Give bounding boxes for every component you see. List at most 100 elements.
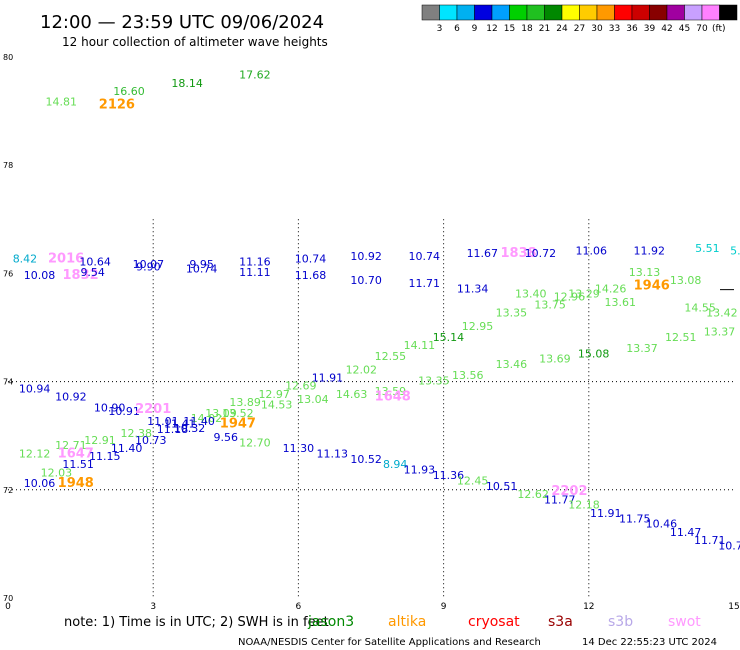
wave-height-label: 14.53 [261, 399, 293, 412]
y-tick-label: 76 [3, 269, 13, 278]
wave-height-label: 15.08 [578, 347, 610, 360]
y-tick-label: 78 [3, 161, 13, 170]
wave-height-label: 12.62 [517, 488, 549, 501]
time-label: 1946 [634, 279, 670, 294]
wave-height-label: 11.30 [283, 442, 315, 455]
time-label: 2126 [99, 97, 135, 112]
wave-height-label: 11.75 [619, 512, 651, 525]
wave-height-label: 11.51 [62, 458, 94, 471]
colorbar-label: 15 [504, 24, 515, 34]
y-tick-labels: 80 78 76 74 72 70 [3, 53, 13, 603]
colorbar-label: 30 [591, 24, 603, 34]
x-tick-label: 15 [728, 602, 739, 612]
wave-height-label: 10.74 [408, 250, 440, 263]
wave-height-label: 10.64 [79, 255, 111, 268]
y-tick-label: 70 [3, 594, 13, 603]
wave-height-label: 12.18 [568, 499, 600, 512]
wave-height-label: 13.37 [704, 326, 736, 339]
time-label: 1838 [501, 246, 537, 261]
colorbar-label: 42 [661, 24, 672, 34]
wave-height-label: 10.73 [135, 434, 167, 447]
wave-height-label: 12.70 [239, 437, 271, 450]
credit-text: NOAA/NESDIS Center for Satellite Applica… [238, 637, 541, 648]
wave-height-label: 18.14 [171, 77, 203, 90]
wave-height-label: 13.09 [205, 407, 237, 420]
legend-item-s3a: s3a [548, 614, 573, 630]
colorbar-swatch [526, 4, 545, 21]
wave-height-label: 8.94 [383, 458, 408, 471]
wave-height-label: 11.67 [467, 247, 499, 260]
wave-height-label: 10.52 [350, 453, 382, 466]
colorbar-unit: (ft) [712, 24, 726, 34]
wave-height-label: 9.56 [214, 431, 239, 444]
colorbar-label: 18 [521, 24, 533, 34]
wave-height-label: 11.92 [634, 244, 666, 257]
colorbar-label: 24 [556, 24, 568, 34]
wave-height-label: 11.71 [694, 534, 726, 547]
y-tick-label: 80 [3, 53, 13, 62]
colorbar-label: 12 [486, 24, 497, 34]
wave-height-label: 13.52 [222, 407, 254, 420]
wave-height-label: 13.29 [568, 288, 600, 301]
colorbar-swatch [666, 4, 685, 21]
legend-item-cryosat: cryosat [468, 614, 520, 630]
wave-height-label: 13.13 [629, 266, 661, 279]
wave-height-label: 11.34 [457, 282, 489, 295]
wave-height-label: 10.91 [108, 405, 140, 418]
colorbar-label: 39 [644, 24, 656, 34]
colorbar-label: 21 [539, 24, 550, 34]
wave-height-label: 15.14 [433, 331, 465, 344]
colorbar-swatch [684, 4, 703, 21]
wave-height-label: 10.51 [486, 480, 518, 493]
wave-height-label: 12.38 [121, 427, 153, 440]
colorbar-swatch [456, 4, 475, 21]
wave-height-label: 11.40 [111, 442, 143, 455]
wave-height-label: 13.89 [229, 396, 261, 409]
colorbar-swatch [649, 4, 668, 21]
wave-height-label: 10.90 [94, 401, 126, 414]
wave-height-label: 5.2 [730, 244, 740, 257]
colorbar: 3 6 9 12 15 18 21 24 27 30 33 36 39 42 45 70 (ft) [421, 4, 738, 34]
wave-height-label: 14.11 [404, 339, 436, 352]
time-label: 2202 [551, 484, 587, 499]
wave-height-label: 10.46 [646, 518, 678, 531]
wave-height-label: 13.59 [375, 385, 407, 398]
wave-height-label: 13.42 [706, 307, 738, 320]
wave-height-label: 12.69 [285, 380, 317, 393]
wave-height-label: 11.06 [575, 244, 607, 257]
colorbar-swatch [474, 4, 493, 21]
wave-height-label: 13.46 [496, 358, 528, 371]
wave-height-label: 11.71 [408, 277, 440, 290]
colorbar-label: 6 [454, 24, 460, 34]
wave-height-label: 11.11 [239, 266, 271, 279]
colorbar-label: 33 [609, 24, 620, 34]
wave-height-label: 12.51 [665, 331, 697, 344]
wave-height-label: 10.32 [174, 422, 206, 435]
plot-grid [8, 219, 734, 598]
colorbar-label: 27 [574, 24, 585, 34]
wave-height-label: 10.07 [133, 258, 165, 271]
wave-height-label: 10.92 [350, 250, 382, 263]
x-tick-label: 6 [296, 602, 302, 612]
wave-height-label: 11.91 [312, 372, 344, 385]
wave-height-label: 12.45 [457, 474, 489, 487]
wave-height-label: 10.92 [55, 391, 87, 404]
wave-height-label: 14.26 [595, 282, 627, 295]
wave-height-label: 13.35 [496, 307, 528, 320]
colorbar-swatch [439, 4, 458, 21]
wave-height-label: 13.61 [605, 296, 637, 309]
colorbar-swatch [509, 4, 528, 21]
wave-height-label: 11.13 [317, 447, 349, 460]
x-tick-labels: 0 3 6 9 12 15 [5, 602, 740, 612]
satellite-legend: jason3 altika cryosat s3a s3b swot [307, 614, 701, 630]
wave-height-label: 12.95 [462, 320, 494, 333]
wave-height-label: 13.08 [670, 274, 702, 287]
colorbar-swatch [544, 4, 563, 21]
wave-height-label: 12.97 [258, 388, 290, 401]
wave-height-label: 11.18 [157, 423, 189, 436]
chart-subtitle: 12 hour collection of altimeter wave hei… [62, 35, 328, 49]
wave-height-label: 11.68 [295, 269, 327, 282]
time-label: 1832 [63, 268, 99, 283]
wave-height-label: 11.36 [433, 469, 465, 482]
